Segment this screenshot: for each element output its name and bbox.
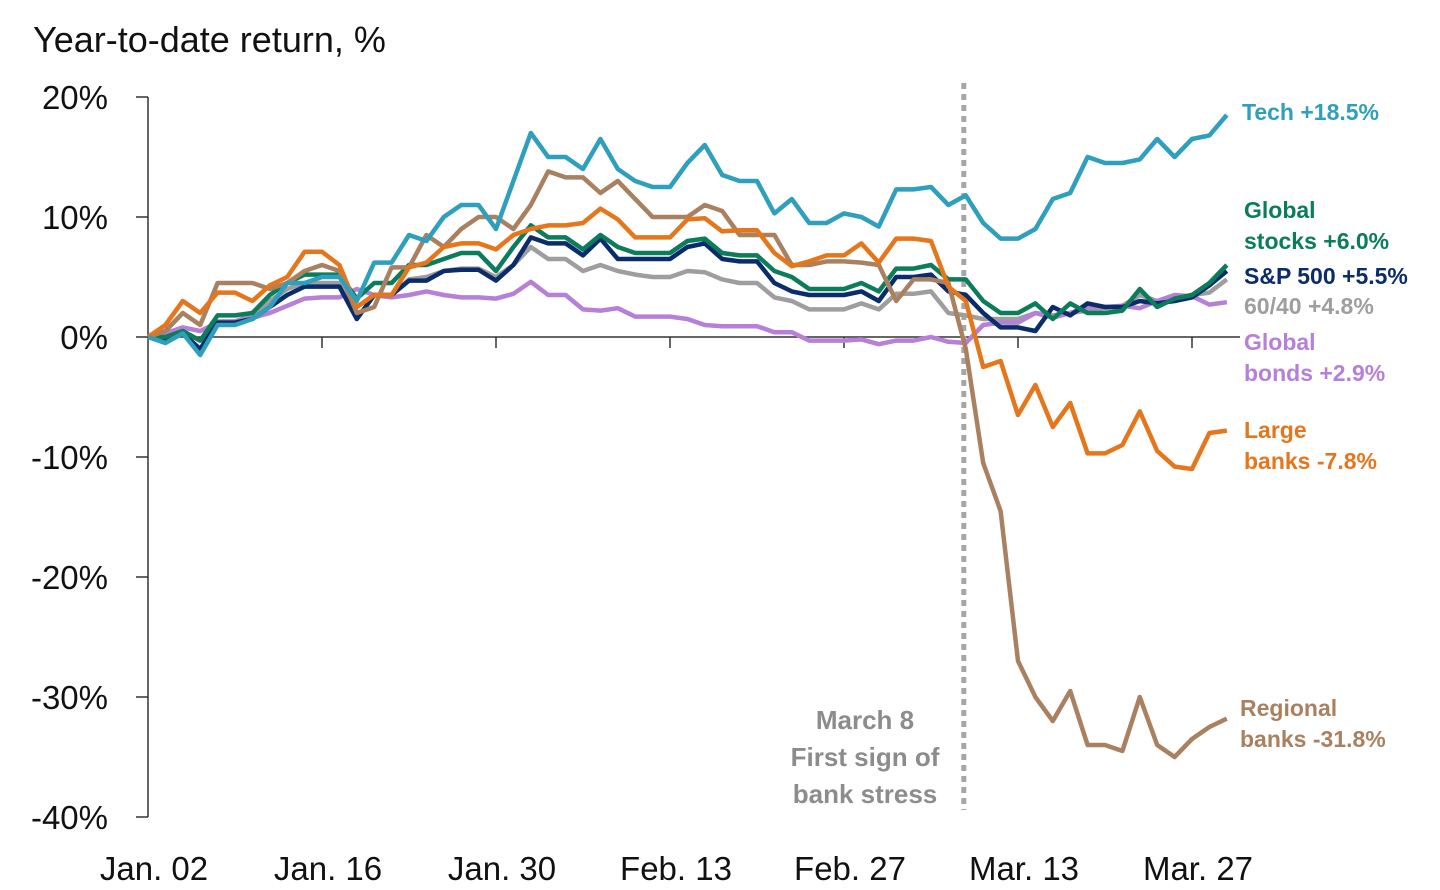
series-lines (146, 113, 1229, 760)
x-tick-label: Jan. 30 (448, 850, 556, 887)
series-label: Tech +18.5% (1242, 99, 1379, 125)
series-label: Global (1244, 329, 1316, 355)
annotation-text: March 8 (816, 705, 914, 735)
x-tick-label: Jan. 16 (274, 850, 382, 887)
y-tick-label: -30% (31, 679, 108, 716)
series-label: banks -7.8% (1244, 448, 1377, 474)
chart-title: Year-to-date return, % (33, 19, 386, 60)
series-label: Global (1244, 197, 1316, 223)
x-tick-label: Feb. 13 (620, 850, 732, 887)
y-tick-label: -40% (31, 799, 108, 836)
series-label: Regional (1240, 695, 1337, 721)
series-label: bonds +2.9% (1244, 360, 1385, 386)
y-tick-label: 10% (42, 199, 108, 236)
series-label: banks -31.8% (1240, 726, 1386, 752)
x-tick-label: Mar. 27 (1143, 850, 1253, 887)
series-label: S&P 500 +5.5% (1244, 263, 1408, 289)
series-line-large-banks (146, 206, 1228, 472)
series-line-regional-banks (147, 169, 1228, 760)
annotation-text: bank stress (793, 779, 938, 809)
annotation: March 8 First sign of bank stress (791, 83, 967, 810)
annotation-text: First sign of (791, 742, 940, 772)
series-label: 60/40 +4.8% (1244, 293, 1374, 319)
series-label: Large (1244, 417, 1307, 443)
y-tick-label: -10% (31, 439, 108, 476)
axes: 20% 10% 0% -10% -20% -30% -40% Jan. 02 Jan. 16 Ja… (31, 79, 1253, 887)
series-line-tech (147, 113, 1229, 358)
series-labels: 60/40 +4.8% Global bonds +2.9% S&P 500 +5.5… (1240, 99, 1408, 752)
y-tick-label: 20% (42, 79, 108, 116)
x-tick-label: Feb. 27 (794, 850, 906, 887)
x-tick-label: Jan. 02 (100, 850, 208, 887)
series-line-60-40 (148, 244, 1229, 343)
y-tick-label: 0% (60, 319, 108, 356)
series-line-s-p-500 (147, 235, 1229, 352)
x-tick-label: Mar. 13 (969, 850, 1079, 887)
series-line-global-stocks (148, 223, 1229, 343)
y-tick-label: -20% (31, 559, 108, 596)
series-label: stocks +6.0% (1244, 228, 1389, 254)
